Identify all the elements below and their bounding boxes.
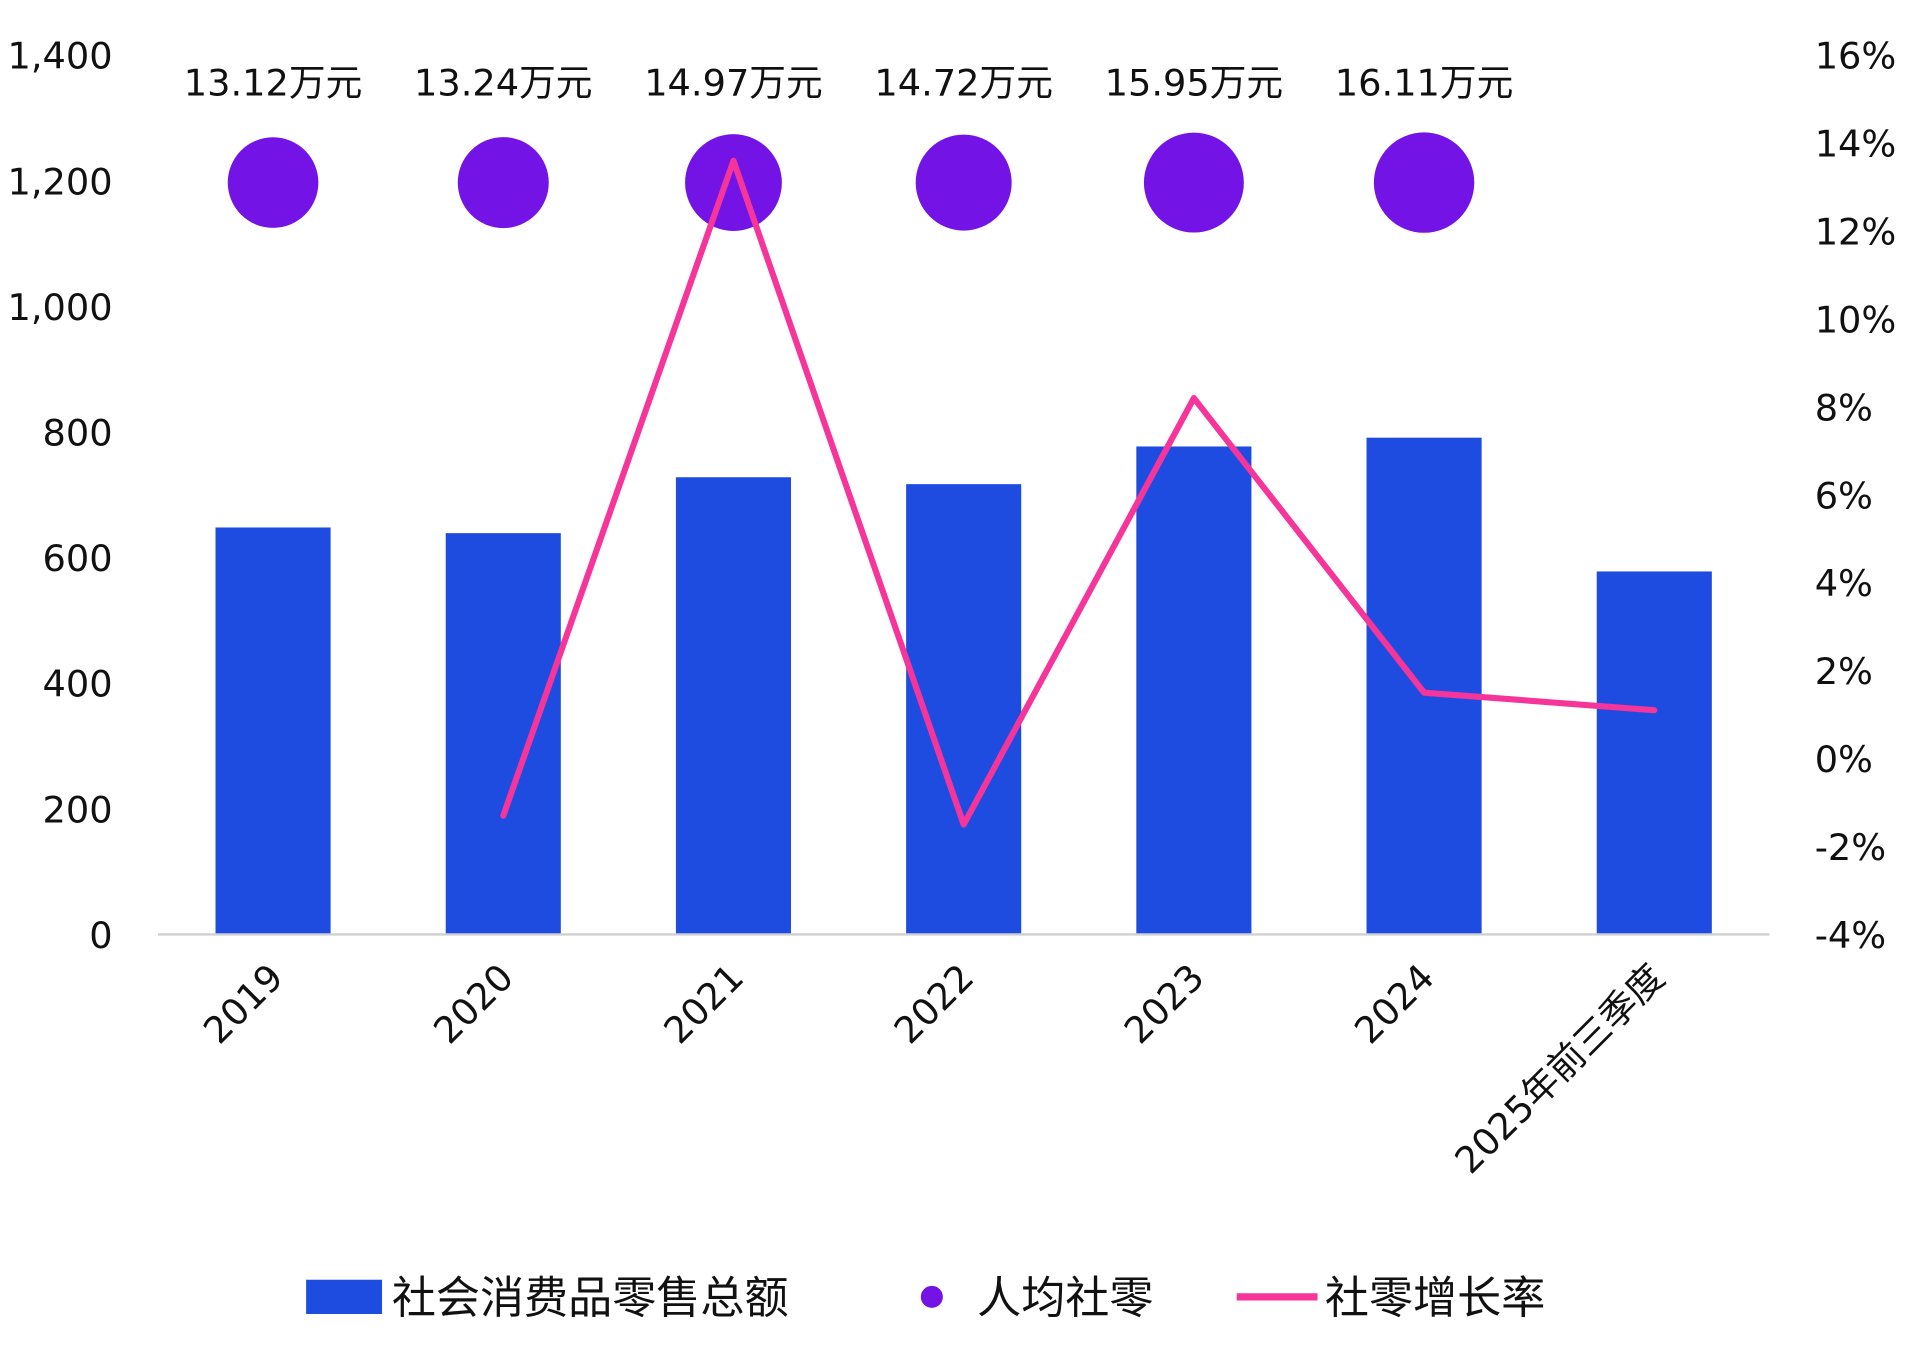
bubble <box>227 137 319 228</box>
right-tick-label: -4% <box>1815 914 1887 957</box>
bubble <box>1143 132 1244 233</box>
left-tick-label: 1,400 <box>8 35 113 78</box>
left-tick-label: 200 <box>43 788 113 831</box>
left-tick-label: 800 <box>43 411 113 454</box>
right-tick-label: 4% <box>1815 562 1873 605</box>
legend-label: 人均社零 <box>977 1273 1153 1324</box>
legend: 社会消费品零售总额 人均社零 社零增长率 <box>306 1273 1545 1324</box>
line-series <box>500 157 1658 828</box>
right-tick-label: 14% <box>1815 123 1897 166</box>
left-tick-label: 1,000 <box>8 286 113 329</box>
bar <box>1366 437 1482 935</box>
growth-line <box>500 157 1658 828</box>
bar <box>215 527 331 935</box>
right-tick-label: 0% <box>1815 738 1873 781</box>
bar <box>675 477 792 935</box>
left-tick-label: 400 <box>43 663 113 706</box>
bubble <box>1373 132 1475 233</box>
right-tick-label: -2% <box>1815 826 1887 869</box>
x-tick-label: 2019 <box>195 956 291 1052</box>
bar <box>1136 446 1252 935</box>
bar-series <box>215 437 1712 935</box>
bubble-series: 13.12万元 13.24万元 14.97万元 14.72万元 15.95万元 16.11… <box>184 62 1514 233</box>
bubble-data-label: 13.12万元 <box>184 62 363 105</box>
legend-label: 社会消费品零售总额 <box>392 1273 789 1324</box>
left-tick-label: 600 <box>43 537 113 580</box>
x-tick-label: 2025年前三季度 <box>1447 956 1673 1182</box>
bubble <box>915 134 1012 231</box>
right-tick-label: 6% <box>1815 474 1873 517</box>
bubble <box>685 134 782 231</box>
x-tick-label: 2022 <box>886 956 982 1052</box>
right-tick-label: 16% <box>1815 35 1897 78</box>
bubble <box>457 137 549 229</box>
left-tick-label: 1,200 <box>8 160 113 203</box>
bar <box>445 533 561 935</box>
legend-swatch-bar <box>306 1279 383 1315</box>
right-tick-label: 12% <box>1815 211 1897 254</box>
legend-swatch-bubble <box>920 1285 943 1308</box>
x-tick-label: 2020 <box>425 956 521 1052</box>
bubble-data-label: 14.97万元 <box>644 62 823 105</box>
right-tick-label: 8% <box>1815 386 1873 429</box>
x-tick-label: 2024 <box>1346 956 1442 1052</box>
legend-label: 社零增长率 <box>1325 1273 1545 1324</box>
left-axis: 0 200 400 600 800 1,000 1,200 1,400 <box>8 35 113 957</box>
left-tick-label: 0 <box>89 914 112 957</box>
right-tick-label: 2% <box>1815 650 1873 693</box>
bubble-data-label: 15.95万元 <box>1105 62 1284 105</box>
x-tick-label: 2021 <box>656 956 752 1052</box>
right-axis: -4% -2% 0% 2% 4% 6% 8% 10% 12% 14% 16% <box>1815 35 1897 957</box>
x-axis: 2019 2020 2021 2022 2023 2024 2025年前三季度 <box>195 956 1673 1182</box>
bubble-data-label: 14.72万元 <box>874 62 1053 105</box>
bubble-data-label: 16.11万元 <box>1335 62 1514 105</box>
bar <box>1596 571 1712 935</box>
right-tick-label: 10% <box>1815 298 1897 341</box>
bubble-data-label: 13.24万元 <box>414 62 593 105</box>
x-tick-label: 2023 <box>1116 956 1212 1052</box>
